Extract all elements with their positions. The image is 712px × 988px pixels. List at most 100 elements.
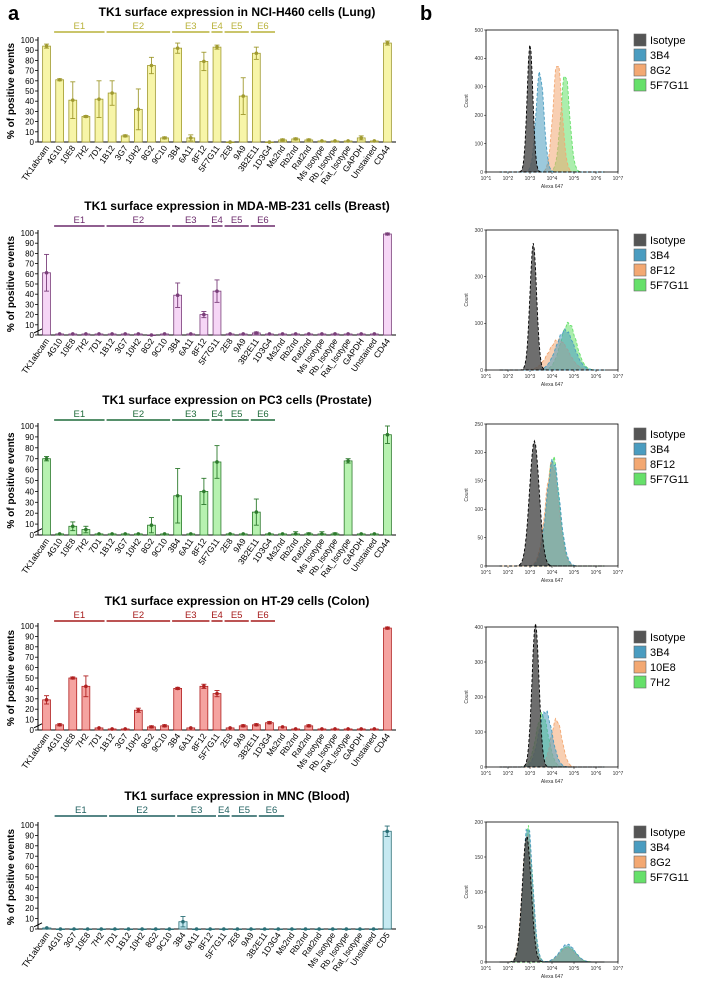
data-point (280, 138, 285, 142)
bar-chart-3: TK1 surface expression on PC3 cells (Pro… (6, 393, 396, 579)
epitope-group-label: E2 (133, 21, 145, 32)
data-point (149, 333, 154, 337)
y-tick-label: 200 (475, 820, 484, 826)
data-point (306, 332, 311, 336)
y-tick-label: 40 (25, 290, 34, 299)
bar-chart-4: TK1 surface expression on HT-29 cells (C… (6, 594, 396, 774)
x-axis-label: Alexa 647 (541, 974, 563, 980)
data-point (110, 727, 114, 731)
data-point (153, 927, 158, 931)
x-axis-label: Alexa 647 (541, 382, 563, 388)
y-tick-label: 60 (25, 77, 34, 86)
data-point (359, 532, 364, 536)
data-point (346, 139, 350, 143)
x-tick-label: 10^6 (591, 570, 602, 576)
x-tick-label: CD5 (374, 930, 392, 950)
y-tick-label: 100 (475, 507, 484, 513)
data-point (126, 927, 131, 931)
legend-entry: 5F7G11 (650, 280, 689, 292)
bar (212, 46, 222, 143)
data-point (110, 532, 114, 536)
epitope-group-label: E5 (231, 409, 243, 420)
data-point (84, 527, 88, 532)
y-tick-label: 90 (25, 46, 34, 55)
histogram-4: 0 100 200 300 400 10^1 10^2 10^3 10^4 10^5 10^6 10^… (464, 623, 685, 785)
y-tick-label: 80 (25, 643, 34, 652)
y-tick-label: 80 (25, 56, 34, 65)
data-point (267, 140, 272, 144)
y-axis-label: Count (464, 293, 470, 307)
data-point (44, 456, 49, 461)
legend-swatch (633, 248, 647, 262)
legend-entry: 8G2 (650, 857, 671, 869)
bar (173, 47, 183, 143)
y-tick-label: 70 (25, 852, 34, 861)
y-tick-label: 50 (25, 674, 34, 683)
y-tick-label: 100 (475, 141, 484, 147)
data-point (57, 77, 62, 82)
data-point (267, 532, 272, 536)
y-tick-label: 20 (25, 311, 34, 320)
bar (81, 116, 91, 143)
legend-swatch (633, 263, 647, 277)
data-point (344, 927, 349, 931)
data-point (280, 532, 285, 536)
epitope-group-label: E6 (257, 610, 269, 621)
data-point (149, 523, 154, 527)
data-point (215, 460, 219, 464)
legend-entry: 8F12 (650, 459, 675, 471)
data-point (333, 139, 337, 143)
data-point (359, 727, 364, 731)
data-point (241, 532, 246, 536)
y-tick-label: 10 (25, 716, 34, 725)
bar-chart-1: TK1 surface expression in NCI-H460 cells… (6, 5, 396, 186)
legend-swatch (633, 33, 647, 47)
legend-entry: 3B4 (650, 50, 670, 62)
legend-swatch (633, 233, 647, 247)
y-tick-label: 60 (25, 664, 34, 673)
legend-swatch (633, 78, 647, 92)
legend-swatch (633, 675, 647, 689)
data-point (262, 927, 267, 931)
data-point (140, 927, 144, 931)
x-tick-label: 10^7 (613, 570, 624, 576)
data-point (110, 332, 114, 336)
legend-entry: Isotype (650, 429, 685, 441)
bar (383, 233, 392, 336)
data-point (57, 332, 62, 336)
y-tick-label: 0 (480, 170, 483, 176)
legend-swatch (633, 48, 647, 62)
epitope-group-label: E2 (133, 610, 145, 621)
legend-swatch (633, 630, 647, 644)
epitope-group-label: E3 (191, 805, 203, 816)
epitope-group-label: E4 (211, 610, 223, 621)
data-point (320, 532, 324, 536)
epitope-group-label: E1 (75, 805, 87, 816)
y-axis-label: % of positive events (6, 629, 17, 726)
chart-title: TK1 surface expression in MDA-MB-231 cel… (84, 199, 389, 213)
x-tick-label: 10^3 (525, 570, 536, 576)
x-tick-label: 10^1 (481, 374, 492, 380)
y-axis-label: Count (464, 488, 470, 502)
data-point (385, 432, 390, 437)
data-point (280, 332, 285, 336)
epitope-group-label: E6 (257, 21, 269, 32)
data-point (215, 45, 219, 49)
data-point (70, 98, 75, 102)
data-point (306, 138, 311, 142)
epitope-group-label: E2 (133, 215, 145, 226)
legend-entry: 3B4 (650, 647, 670, 659)
epitope-group-label: E1 (74, 21, 86, 32)
y-tick-label: 200 (475, 695, 484, 701)
histogram-curve-isotype (499, 836, 605, 963)
x-tick-label: TK1abcam (20, 930, 52, 969)
y-tick-label: 30 (25, 300, 34, 309)
data-point (97, 726, 101, 730)
histogram-3: 0 50 100 150 200 250 10^1 10^2 10^3 10^4 10^5 10^6 1… (464, 422, 689, 584)
histogram-curve-3b4 (499, 458, 605, 567)
data-point (136, 332, 141, 336)
data-point (113, 927, 117, 931)
data-point (241, 332, 246, 336)
data-point (70, 676, 75, 680)
bar-chart-5: TK1 surface expression in MNC (Blood)010… (6, 789, 396, 973)
